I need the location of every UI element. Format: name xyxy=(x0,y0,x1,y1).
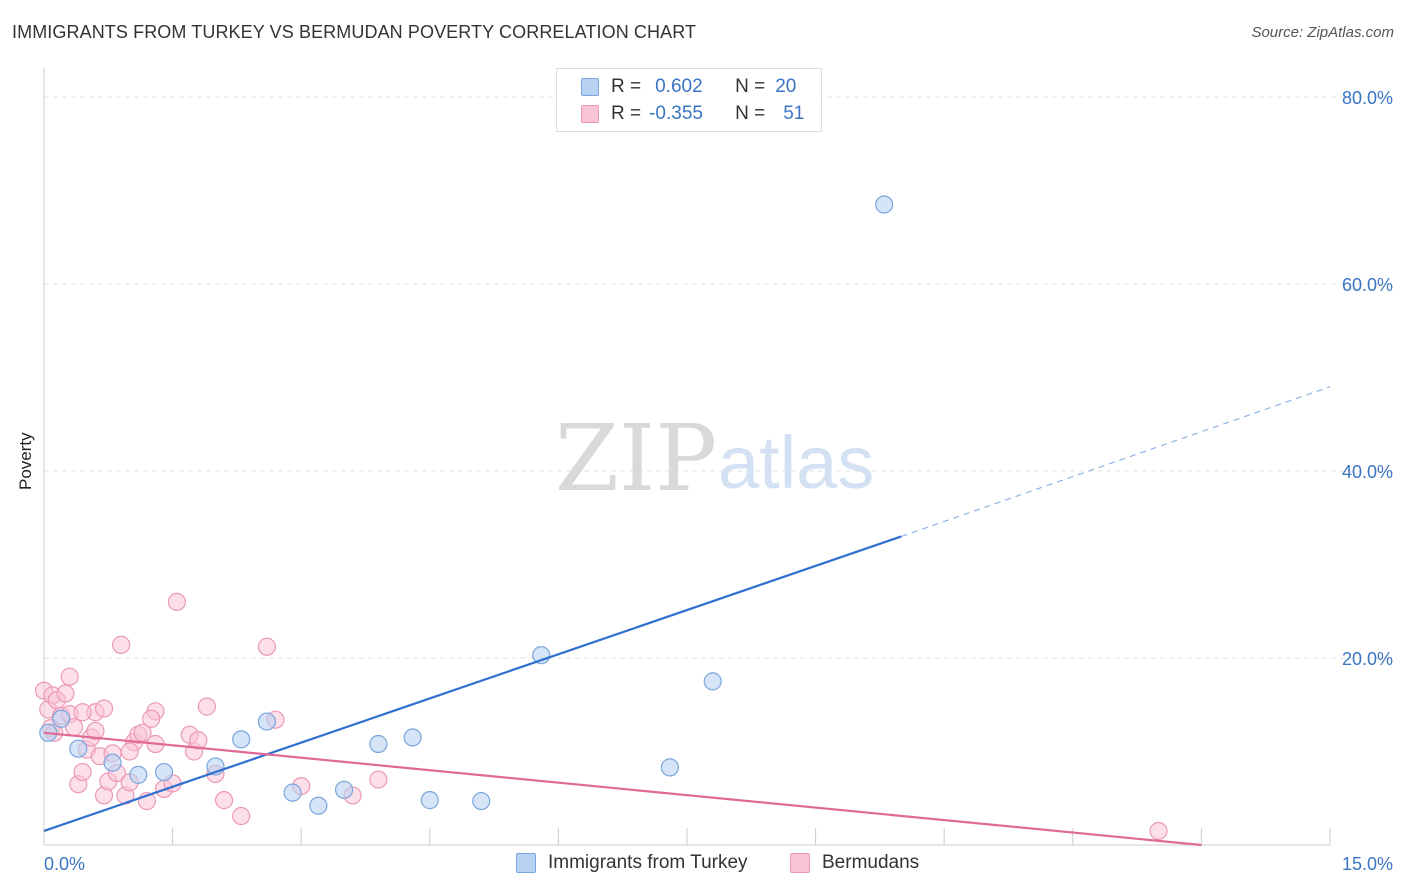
y-tick-label: 20.0% xyxy=(1342,649,1393,669)
turkey-point xyxy=(69,739,88,758)
turkey-point xyxy=(309,796,328,815)
turkey-point xyxy=(129,765,148,784)
legend-item-turkey[interactable]: Immigrants from Turkey xyxy=(516,852,748,874)
legend-swatch-pink xyxy=(790,853,810,873)
bermudans-point xyxy=(56,684,75,703)
bermudans-point xyxy=(197,697,216,716)
legend-label-bermudans: Bermudans xyxy=(822,852,920,873)
source-label: Source: ZipAtlas.com xyxy=(1251,24,1394,41)
legend-n-value: 51 xyxy=(783,103,805,124)
turkey-point xyxy=(875,195,894,214)
legend-n-label: N = xyxy=(735,103,766,124)
bermudans-point xyxy=(232,806,251,826)
turkey-point xyxy=(369,734,388,754)
turkey-point xyxy=(420,791,439,810)
turkey-point xyxy=(154,762,174,782)
legend-swatch-blue xyxy=(516,853,536,873)
turkey-point xyxy=(660,758,679,777)
chart-title: IMMIGRANTS FROM TURKEY VS BERMUDAN POVER… xyxy=(12,22,697,42)
bermudans-point xyxy=(73,762,92,782)
bermudans-point xyxy=(1149,821,1168,841)
bermudans-point xyxy=(73,703,92,722)
turkey-trend-extension xyxy=(901,386,1331,538)
y-tick-label: 40.0% xyxy=(1342,462,1393,482)
bermudans-point xyxy=(112,635,131,655)
legend-row-turkey: R = 0.602 N = 20 xyxy=(581,75,796,99)
x-tick-label: 0.0% xyxy=(44,854,85,874)
legend-r-value: 0.602 xyxy=(655,76,703,97)
legend-row-bermudans: R = -0.355 N = 51 xyxy=(581,102,804,126)
bermudans-point xyxy=(94,699,114,718)
turkey-point xyxy=(257,712,277,731)
bermudans-point xyxy=(120,742,139,761)
bermudans-point xyxy=(86,721,105,741)
legend-swatch-pink xyxy=(581,105,599,123)
legend-n-value: 20 xyxy=(775,76,797,97)
legend-item-bermudans[interactable]: Bermudans xyxy=(790,852,919,874)
legend-swatch-blue xyxy=(581,78,599,96)
legend-r-label: R = xyxy=(611,103,642,124)
series-legend: Immigrants from Turkey Bermudans xyxy=(0,852,1406,878)
watermark-zip: ZIP xyxy=(555,405,717,512)
watermark-atlas: atlas xyxy=(718,421,874,504)
y-tick-label: 60.0% xyxy=(1342,275,1393,295)
turkey-point xyxy=(403,728,422,747)
turkey-point xyxy=(232,730,251,749)
turkey-point xyxy=(703,672,722,691)
bermudans-point xyxy=(257,637,277,656)
watermark: ZIP atlas xyxy=(555,405,874,512)
bermudans-point xyxy=(214,791,234,810)
turkey-point xyxy=(103,753,122,772)
bermudans-point xyxy=(60,667,79,686)
turkey-point xyxy=(334,780,354,799)
x-tick-label: 15.0% xyxy=(1342,854,1393,874)
grid-lines xyxy=(44,96,1392,659)
turkey-point xyxy=(283,783,302,802)
bermudans-point xyxy=(142,709,161,728)
y-tick-label: 80.0% xyxy=(1342,88,1393,108)
correlation-legend: R = 0.602 N = 20 R = -0.355 N = 51 xyxy=(556,68,822,132)
legend-n-label: N = xyxy=(735,76,766,97)
turkey-trend-line xyxy=(43,535,902,833)
legend-r-value: -0.355 xyxy=(649,103,703,124)
bermudans-point xyxy=(167,592,186,612)
bermudans-point xyxy=(369,770,388,789)
bermudans-trend-line xyxy=(43,731,1202,847)
legend-label-turkey: Immigrants from Turkey xyxy=(548,852,748,873)
turkey-point xyxy=(52,709,71,728)
turkey-point xyxy=(472,791,491,811)
legend-r-label: R = xyxy=(611,76,642,97)
